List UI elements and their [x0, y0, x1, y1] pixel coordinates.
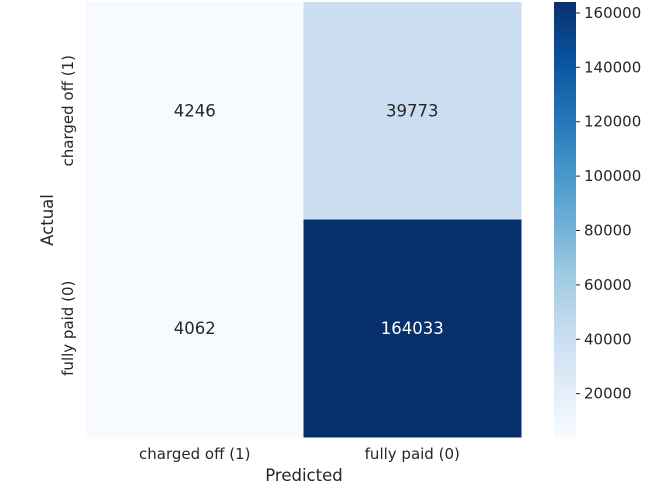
heatmap-cell-r0-c1 [303, 2, 522, 220]
heatmap-cell-labels: 4246 39773 4062 164033 [174, 101, 444, 338]
colorbar-ticks: 20000 40000 60000 80000 100000 120000 140000 16… [576, 4, 641, 403]
heatmap-cell-r1-c0 [86, 219, 304, 438]
y-tick-label: charged off (1) [59, 55, 77, 166]
y-tick-label: fully paid (0) [59, 281, 77, 376]
colorbar [554, 2, 576, 437]
cell-value-label: 4246 [174, 101, 216, 120]
cell-value-label: 39773 [386, 101, 439, 120]
colorbar-tick-label: 140000 [584, 58, 641, 76]
colorbar-tick-label: 80000 [584, 222, 632, 240]
x-tick-label: fully paid (0) [365, 445, 460, 463]
cell-value-label: 164033 [381, 319, 444, 338]
colorbar-tick-label: 40000 [584, 330, 632, 348]
colorbar-tick-label: 100000 [584, 167, 641, 185]
heatmap-cells [86, 2, 522, 438]
x-axis-label: Predicted [265, 466, 342, 485]
x-tick-label: charged off (1) [139, 445, 250, 463]
y-axis-label: Actual [38, 194, 57, 246]
heatmap-cell-r0-c0 [86, 2, 304, 220]
cell-value-label: 4062 [174, 319, 216, 338]
colorbar-tick-label: 120000 [584, 113, 641, 131]
colorbar-tick-label: 160000 [584, 4, 641, 22]
colorbar-tick-label: 20000 [584, 385, 632, 403]
x-axis-ticks: charged off (1) fully paid (0) [139, 445, 460, 463]
y-axis-ticks: charged off (1) fully paid (0) [59, 55, 77, 376]
heatmap-cell-r1-c1 [303, 219, 522, 438]
colorbar-tick-label: 60000 [584, 276, 632, 294]
